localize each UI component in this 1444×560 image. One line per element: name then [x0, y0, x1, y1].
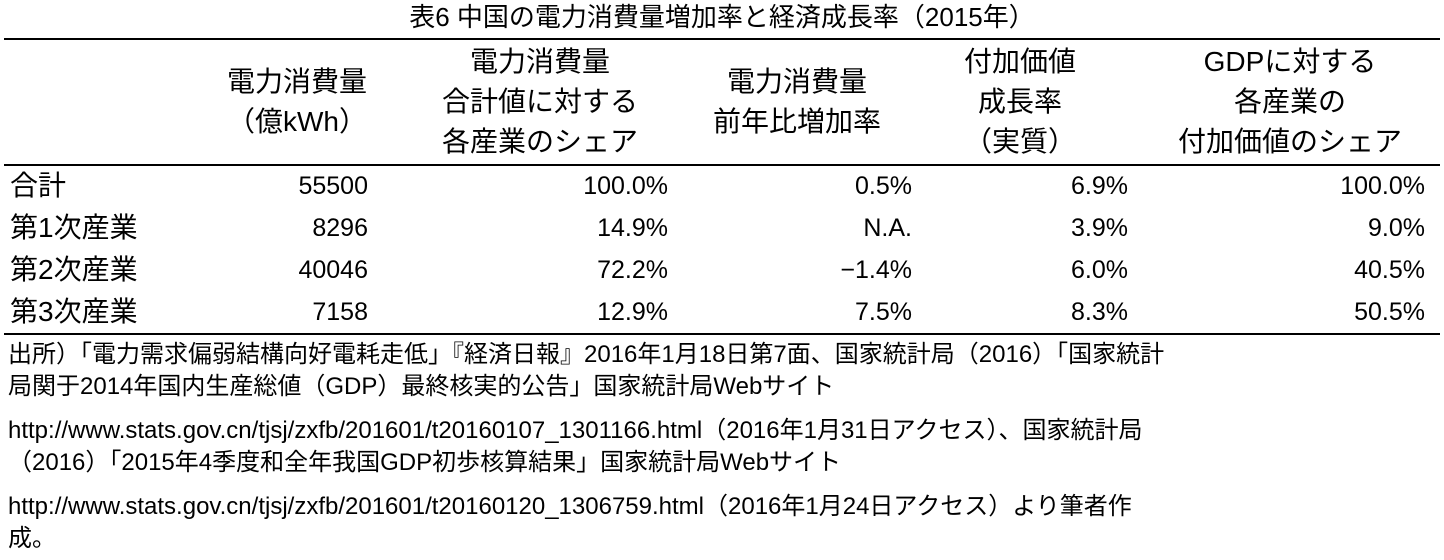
- column-header: （億kWh）: [226, 106, 367, 137]
- row-label: 第1次産業: [10, 212, 138, 243]
- source-line: （2016）「2015年4季度和全年我国GDP初歩核算結果」国家統計局Webサイ…: [8, 449, 842, 476]
- source-line: 出所）「電力需求偏弱結構向好電耗走低」『経済日報』2016年1月18日第7面、国…: [8, 341, 1165, 368]
- cell: 6.9%: [1071, 172, 1128, 200]
- title: 表6 中国の電力消費量増加率と経済成長率（2015年）: [409, 2, 1035, 32]
- row-label: 合計: [10, 170, 67, 201]
- source-line: 成。: [8, 525, 56, 552]
- rule: [4, 164, 1440, 166]
- cell: 50.5%: [1354, 298, 1425, 326]
- rule: [4, 333, 1440, 335]
- column-header: GDPに対する: [1203, 46, 1377, 77]
- source-line: http://www.stats.gov.cn/tjsj/zxfb/201601…: [8, 417, 1143, 444]
- cell: N.A.: [863, 214, 912, 242]
- cell: 8296: [312, 214, 368, 242]
- column-header: 付加価値: [963, 46, 1076, 77]
- source-line: 局関于2014年国内生産総値（GDP）最終核実的公告」国家統計局Webサイト: [8, 373, 835, 400]
- cell: 14.9%: [597, 214, 668, 242]
- column-header: 付加価値のシェア: [1177, 126, 1402, 157]
- column-header: 成長率: [977, 86, 1062, 117]
- cell: 6.0%: [1071, 256, 1128, 284]
- column-header: 電力消費量: [226, 66, 367, 97]
- cell: 3.9%: [1071, 214, 1128, 242]
- cell: 100.0%: [1340, 172, 1425, 200]
- cell: 100.0%: [583, 172, 668, 200]
- column-header: 合計値に対する: [441, 86, 638, 117]
- cell: 12.9%: [597, 298, 668, 326]
- column-header: 電力消費量: [469, 46, 610, 77]
- cell: 9.0%: [1368, 214, 1425, 242]
- cell: 0.5%: [855, 172, 912, 200]
- cell: 72.2%: [597, 256, 668, 284]
- cell: 55500: [298, 172, 368, 200]
- cell: 8.3%: [1071, 298, 1128, 326]
- column-header: （実質）: [963, 126, 1076, 157]
- cell: 40.5%: [1354, 256, 1425, 284]
- row-label: 第2次産業: [10, 254, 138, 285]
- cell: 7.5%: [855, 298, 912, 326]
- source-line: http://www.stats.gov.cn/tjsj/zxfb/201601…: [8, 493, 1132, 520]
- cell: 7158: [312, 298, 368, 326]
- column-header: 前年比増加率: [712, 106, 881, 137]
- cell: −1.4%: [840, 256, 912, 284]
- column-header: 電力消費量: [726, 66, 867, 97]
- rule: [4, 38, 1440, 40]
- cell: 40046: [298, 256, 368, 284]
- column-header: 各産業の: [1233, 86, 1346, 117]
- row-label: 第3次産業: [10, 296, 138, 327]
- column-header: 各産業のシェア: [441, 126, 638, 157]
